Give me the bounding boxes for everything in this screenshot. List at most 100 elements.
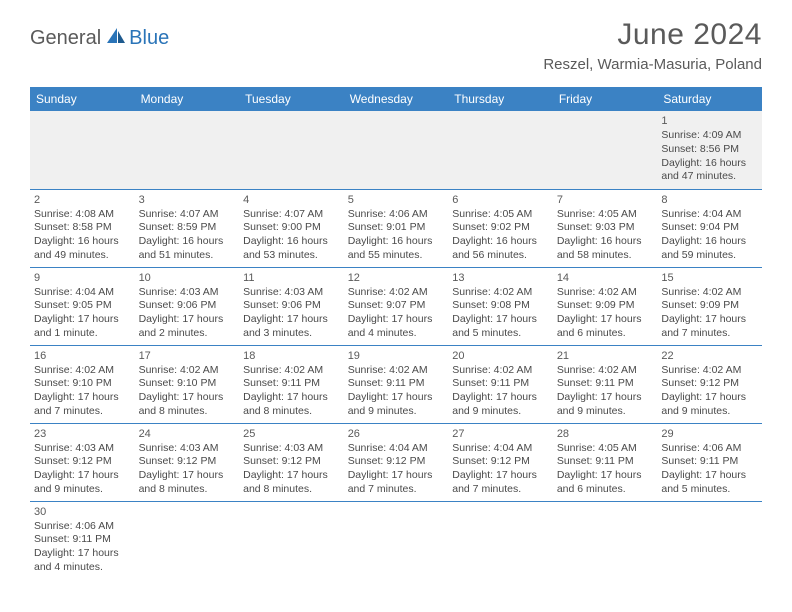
daylight-text: and 8 minutes. (139, 483, 236, 497)
daylight-text: and 9 minutes. (661, 405, 758, 419)
day-number: 4 (243, 193, 340, 207)
daylight-text: and 8 minutes. (243, 405, 340, 419)
daylight-text: Daylight: 17 hours (452, 391, 549, 405)
daylight-text: Daylight: 17 hours (452, 313, 549, 327)
day-cell: 28Sunrise: 4:05 AMSunset: 9:11 PMDayligh… (553, 423, 658, 501)
daylight-text: Daylight: 17 hours (452, 469, 549, 483)
daylight-text: Daylight: 17 hours (139, 391, 236, 405)
sunset-text: Sunset: 9:10 PM (139, 377, 236, 391)
day-number: 19 (348, 349, 445, 363)
day-header: Sunday (30, 87, 135, 111)
sunrise-text: Sunrise: 4:08 AM (34, 208, 131, 222)
day-cell: 21Sunrise: 4:02 AMSunset: 9:11 PMDayligh… (553, 345, 658, 423)
day-number: 28 (557, 427, 654, 441)
title-block: June 2024 Reszel, Warmia-Masuria, Poland (543, 18, 762, 73)
sunrise-text: Sunrise: 4:03 AM (243, 442, 340, 456)
daylight-text: and 8 minutes. (139, 405, 236, 419)
sunset-text: Sunset: 9:11 PM (34, 533, 131, 547)
sunrise-text: Sunrise: 4:03 AM (34, 442, 131, 456)
daylight-text: and 58 minutes. (557, 249, 654, 263)
daylight-text: Daylight: 17 hours (139, 313, 236, 327)
day-cell (553, 111, 658, 189)
day-cell (553, 501, 658, 579)
day-cell: 25Sunrise: 4:03 AMSunset: 9:12 PMDayligh… (239, 423, 344, 501)
sunset-text: Sunset: 9:12 PM (348, 455, 445, 469)
sunset-text: Sunset: 9:10 PM (34, 377, 131, 391)
day-header: Thursday (448, 87, 553, 111)
daylight-text: and 9 minutes. (452, 405, 549, 419)
daylight-text: and 49 minutes. (34, 249, 131, 263)
day-cell: 2Sunrise: 4:08 AMSunset: 8:58 PMDaylight… (30, 189, 135, 267)
day-cell (344, 111, 449, 189)
calendar-table: SundayMondayTuesdayWednesdayThursdayFrid… (30, 87, 762, 579)
location: Reszel, Warmia-Masuria, Poland (543, 56, 762, 73)
daylight-text: Daylight: 17 hours (34, 313, 131, 327)
day-number: 24 (139, 427, 236, 441)
daylight-text: Daylight: 17 hours (34, 469, 131, 483)
day-header: Monday (135, 87, 240, 111)
daylight-text: and 6 minutes. (557, 483, 654, 497)
daylight-text: Daylight: 17 hours (139, 469, 236, 483)
daylight-text: and 7 minutes. (348, 483, 445, 497)
day-cell: 10Sunrise: 4:03 AMSunset: 9:06 PMDayligh… (135, 267, 240, 345)
sunrise-text: Sunrise: 4:09 AM (661, 129, 758, 143)
day-number: 12 (348, 271, 445, 285)
day-number: 21 (557, 349, 654, 363)
day-cell: 6Sunrise: 4:05 AMSunset: 9:02 PMDaylight… (448, 189, 553, 267)
day-cell: 18Sunrise: 4:02 AMSunset: 9:11 PMDayligh… (239, 345, 344, 423)
day-cell (448, 501, 553, 579)
daylight-text: Daylight: 16 hours (661, 157, 758, 171)
sunset-text: Sunset: 9:12 PM (139, 455, 236, 469)
daylight-text: Daylight: 17 hours (243, 469, 340, 483)
sunrise-text: Sunrise: 4:05 AM (557, 442, 654, 456)
day-number: 22 (661, 349, 758, 363)
day-header: Tuesday (239, 87, 344, 111)
sunset-text: Sunset: 9:11 PM (557, 455, 654, 469)
day-header: Saturday (657, 87, 762, 111)
daylight-text: and 47 minutes. (661, 170, 758, 184)
daylight-text: and 55 minutes. (348, 249, 445, 263)
sunrise-text: Sunrise: 4:02 AM (557, 364, 654, 378)
day-cell (239, 501, 344, 579)
day-number: 16 (34, 349, 131, 363)
daylight-text: Daylight: 16 hours (34, 235, 131, 249)
week-row: 2Sunrise: 4:08 AMSunset: 8:58 PMDaylight… (30, 189, 762, 267)
day-number: 9 (34, 271, 131, 285)
day-cell (448, 111, 553, 189)
day-cell: 22Sunrise: 4:02 AMSunset: 9:12 PMDayligh… (657, 345, 762, 423)
sunset-text: Sunset: 9:04 PM (661, 221, 758, 235)
day-number: 29 (661, 427, 758, 441)
day-cell: 14Sunrise: 4:02 AMSunset: 9:09 PMDayligh… (553, 267, 658, 345)
day-cell: 15Sunrise: 4:02 AMSunset: 9:09 PMDayligh… (657, 267, 762, 345)
header: General Blue June 2024 Reszel, Warmia-Ma… (0, 0, 792, 81)
logo-text-general: General (30, 27, 101, 50)
logo-sail-icon (105, 26, 127, 49)
daylight-text: Daylight: 17 hours (348, 469, 445, 483)
day-cell: 29Sunrise: 4:06 AMSunset: 9:11 PMDayligh… (657, 423, 762, 501)
sunrise-text: Sunrise: 4:03 AM (243, 286, 340, 300)
sunrise-text: Sunrise: 4:04 AM (348, 442, 445, 456)
day-number: 15 (661, 271, 758, 285)
daylight-text: Daylight: 17 hours (661, 391, 758, 405)
day-number: 11 (243, 271, 340, 285)
sunset-text: Sunset: 8:56 PM (661, 143, 758, 157)
sunset-text: Sunset: 9:02 PM (452, 221, 549, 235)
daylight-text: and 3 minutes. (243, 327, 340, 341)
day-cell (239, 111, 344, 189)
sunrise-text: Sunrise: 4:04 AM (452, 442, 549, 456)
sunset-text: Sunset: 9:00 PM (243, 221, 340, 235)
daylight-text: Daylight: 16 hours (557, 235, 654, 249)
day-number: 10 (139, 271, 236, 285)
sunrise-text: Sunrise: 4:07 AM (243, 208, 340, 222)
daylight-text: and 9 minutes. (557, 405, 654, 419)
day-cell: 12Sunrise: 4:02 AMSunset: 9:07 PMDayligh… (344, 267, 449, 345)
sunrise-text: Sunrise: 4:06 AM (661, 442, 758, 456)
day-cell (30, 111, 135, 189)
day-cell: 8Sunrise: 4:04 AMSunset: 9:04 PMDaylight… (657, 189, 762, 267)
week-row: 1Sunrise: 4:09 AMSunset: 8:56 PMDaylight… (30, 111, 762, 189)
day-cell: 1Sunrise: 4:09 AMSunset: 8:56 PMDaylight… (657, 111, 762, 189)
day-number: 27 (452, 427, 549, 441)
sunset-text: Sunset: 9:11 PM (243, 377, 340, 391)
sunrise-text: Sunrise: 4:02 AM (452, 364, 549, 378)
day-number: 3 (139, 193, 236, 207)
